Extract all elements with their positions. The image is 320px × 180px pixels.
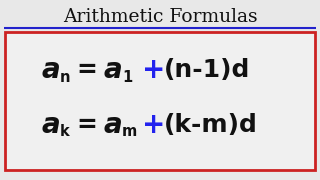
Text: a: a <box>42 56 61 84</box>
Text: k: k <box>60 125 70 140</box>
Text: =: = <box>76 58 97 82</box>
Text: m: m <box>122 125 137 140</box>
Text: 1: 1 <box>122 69 132 84</box>
Text: a: a <box>104 111 123 139</box>
Text: Arithmetic Formulas: Arithmetic Formulas <box>63 8 257 26</box>
FancyBboxPatch shape <box>5 32 315 170</box>
Text: n: n <box>60 69 70 84</box>
Text: a: a <box>104 56 123 84</box>
Text: a: a <box>42 111 61 139</box>
Text: (k-m)d: (k-m)d <box>164 113 258 137</box>
Text: +: + <box>142 111 165 139</box>
Text: (n-1)d: (n-1)d <box>164 58 250 82</box>
Text: =: = <box>76 113 97 137</box>
Text: +: + <box>142 56 165 84</box>
